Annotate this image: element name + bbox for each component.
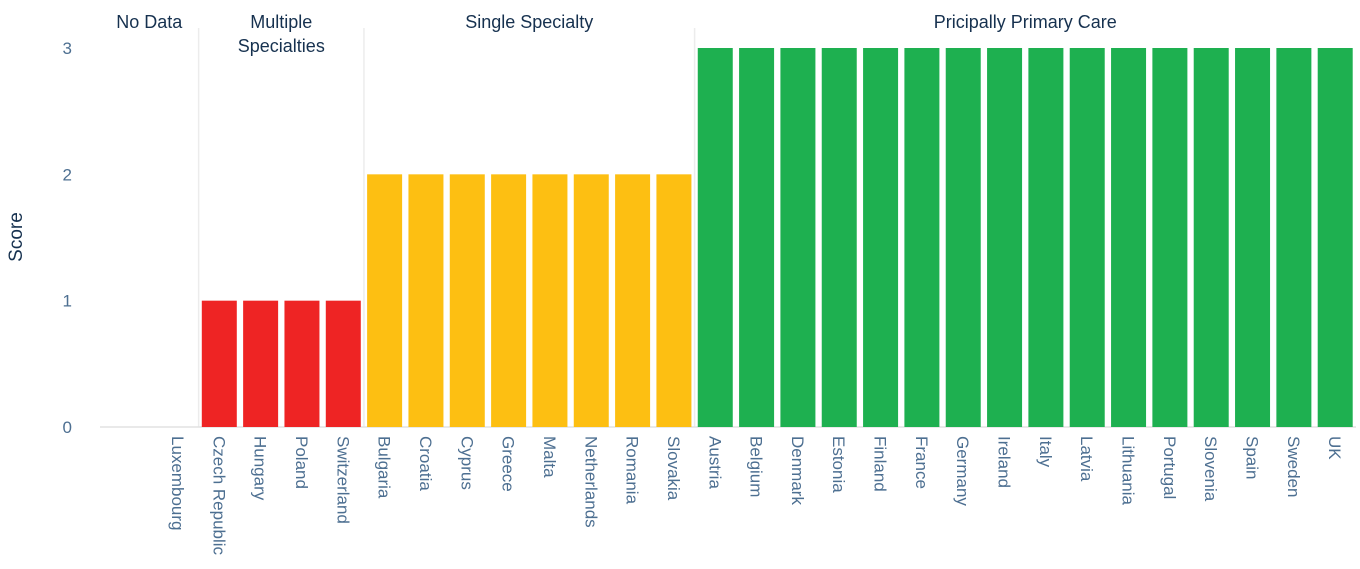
group-label: Pricipally Primary Care xyxy=(934,12,1117,32)
x-tick-label: Czech Republic xyxy=(209,436,228,556)
x-tick-label: Belgium xyxy=(747,436,766,497)
x-tick-label: Slovakia xyxy=(664,436,683,501)
bar xyxy=(1193,48,1229,427)
bar xyxy=(243,300,279,427)
y-tick-label: 3 xyxy=(63,39,72,58)
x-tick-label: Estonia xyxy=(829,436,848,493)
bar xyxy=(987,48,1023,427)
group-label: Multiple xyxy=(250,12,312,32)
bar xyxy=(1317,48,1353,427)
bar xyxy=(491,174,527,427)
bar xyxy=(201,300,237,427)
group-label: Single Specialty xyxy=(465,12,593,32)
x-tick-label: Ireland xyxy=(995,436,1014,488)
x-tick-label: UK xyxy=(1325,436,1344,460)
bar xyxy=(697,48,733,427)
x-tick-label: Bulgaria xyxy=(375,436,394,499)
x-tick-label: Poland xyxy=(292,436,311,489)
bar xyxy=(1276,48,1312,427)
bar xyxy=(573,174,609,427)
bar xyxy=(656,174,692,427)
bar xyxy=(615,174,651,427)
x-tick-label: Hungary xyxy=(251,436,270,501)
x-tick-label: Austria xyxy=(705,436,724,489)
bar xyxy=(1028,48,1064,427)
x-tick-label: Slovenia xyxy=(1201,436,1220,502)
group-label: No Data xyxy=(116,12,183,32)
x-tick-label: Finland xyxy=(871,436,890,492)
x-tick-label: Greece xyxy=(499,436,518,492)
bar xyxy=(945,48,981,427)
bar xyxy=(821,48,857,427)
bar xyxy=(367,174,403,427)
x-tick-label: Spain xyxy=(1243,436,1262,479)
x-tick-label: France xyxy=(912,436,931,489)
x-tick-label: Latvia xyxy=(1077,436,1096,482)
x-tick-label: Switzerland xyxy=(333,436,352,524)
x-tick-label: Portugal xyxy=(1160,436,1179,499)
y-tick-label: 0 xyxy=(63,418,72,437)
x-tick-label: Sweden xyxy=(1284,436,1303,497)
x-tick-label: Netherlands xyxy=(581,436,600,528)
x-tick-label: Malta xyxy=(540,436,559,478)
bar xyxy=(532,174,568,427)
bar xyxy=(1069,48,1105,427)
y-tick-label: 2 xyxy=(63,165,72,184)
x-tick-label: Romania xyxy=(623,436,642,505)
bar xyxy=(1111,48,1147,427)
bar xyxy=(408,174,444,427)
bar xyxy=(1235,48,1271,427)
x-tick-label: Lithuania xyxy=(1119,436,1138,506)
bar xyxy=(1152,48,1188,427)
y-axis-label: Score xyxy=(6,212,27,262)
bar xyxy=(780,48,816,427)
x-tick-label: Germany xyxy=(953,436,972,506)
bar xyxy=(284,300,320,427)
x-tick-label: Luxembourg xyxy=(168,436,187,531)
bar xyxy=(325,300,361,427)
bar xyxy=(449,174,485,427)
x-tick-label: Croatia xyxy=(416,436,435,491)
x-tick-label: Cyprus xyxy=(457,436,476,490)
x-tick-label: Denmark xyxy=(788,436,807,505)
bar xyxy=(739,48,775,427)
y-tick-label: 1 xyxy=(63,292,72,311)
group-label: Specialties xyxy=(238,36,325,56)
x-tick-label: Italy xyxy=(1036,436,1055,468)
bar xyxy=(863,48,899,427)
bar xyxy=(904,48,940,427)
